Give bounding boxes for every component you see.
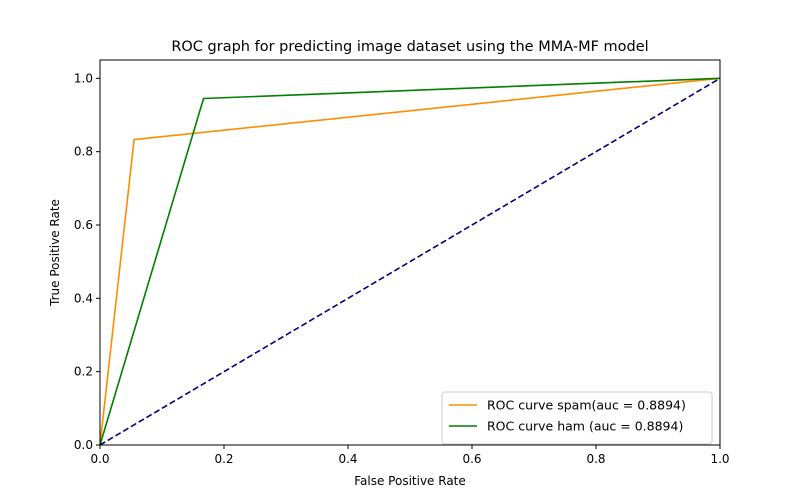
y-axis-label: True Positive Rate — [48, 199, 62, 307]
chart-title: ROC graph for predicting image dataset u… — [171, 39, 648, 55]
x-tick-label-0: 0.0 — [90, 452, 109, 466]
y-tick-label-0: 0.0 — [74, 438, 93, 452]
series-line-0 — [99, 77, 721, 446]
legend-box — [441, 391, 713, 445]
x-axis-label: False Positive Rate — [354, 474, 466, 488]
series-line-1 — [99, 77, 721, 446]
legend: ROC curve spam(auc = 0.8894) ROC curve ha… — [441, 391, 713, 445]
x-tick-label-5: 1.0 — [710, 452, 729, 466]
x-tick-label-2: 0.4 — [338, 452, 357, 466]
x-tick-label-3: 0.6 — [462, 452, 481, 466]
y-tick-label-3: 0.6 — [74, 218, 93, 232]
legend-entry-1: ROC curve ham (auc = 0.8894) — [487, 419, 683, 434]
x-tick-label-4: 0.8 — [586, 452, 605, 466]
y-tick-label-1: 0.2 — [74, 365, 93, 379]
y-tick-label-4: 0.8 — [74, 145, 93, 159]
x-tick-label-1: 0.2 — [214, 452, 233, 466]
series-line-2 — [99, 77, 721, 446]
legend-entry-0: ROC curve spam(auc = 0.8894) — [487, 398, 686, 413]
plot-frame — [99, 59, 721, 446]
y-tick-label-5: 1.0 — [74, 71, 93, 85]
y-tick-label-2: 0.4 — [74, 291, 93, 305]
